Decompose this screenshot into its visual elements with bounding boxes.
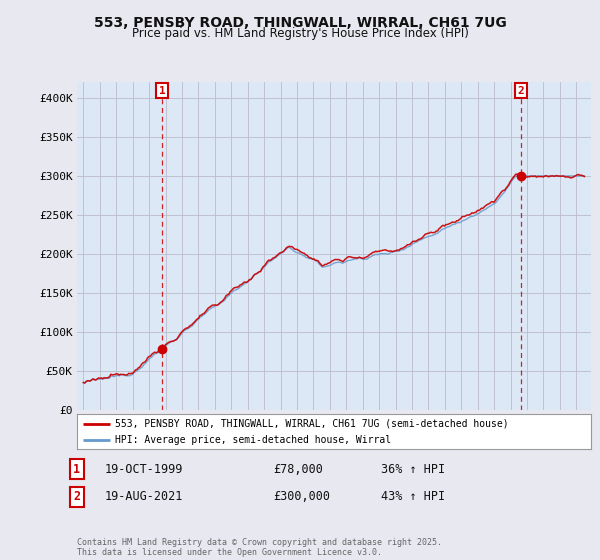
- Text: 2: 2: [517, 86, 524, 96]
- Text: 2: 2: [73, 490, 80, 503]
- Text: HPI: Average price, semi-detached house, Wirral: HPI: Average price, semi-detached house,…: [115, 436, 391, 445]
- Text: 1: 1: [73, 463, 80, 476]
- Text: £300,000: £300,000: [273, 490, 330, 503]
- Text: 19-AUG-2021: 19-AUG-2021: [105, 490, 184, 503]
- Text: 553, PENSBY ROAD, THINGWALL, WIRRAL, CH61 7UG: 553, PENSBY ROAD, THINGWALL, WIRRAL, CH6…: [94, 16, 506, 30]
- Text: 43% ↑ HPI: 43% ↑ HPI: [381, 490, 445, 503]
- Text: £78,000: £78,000: [273, 463, 323, 476]
- Text: 36% ↑ HPI: 36% ↑ HPI: [381, 463, 445, 476]
- Text: 19-OCT-1999: 19-OCT-1999: [105, 463, 184, 476]
- Text: 553, PENSBY ROAD, THINGWALL, WIRRAL, CH61 7UG (semi-detached house): 553, PENSBY ROAD, THINGWALL, WIRRAL, CH6…: [115, 419, 509, 429]
- Text: Price paid vs. HM Land Registry's House Price Index (HPI): Price paid vs. HM Land Registry's House …: [131, 27, 469, 40]
- Text: 1: 1: [159, 86, 166, 96]
- Text: Contains HM Land Registry data © Crown copyright and database right 2025.
This d: Contains HM Land Registry data © Crown c…: [77, 538, 442, 557]
